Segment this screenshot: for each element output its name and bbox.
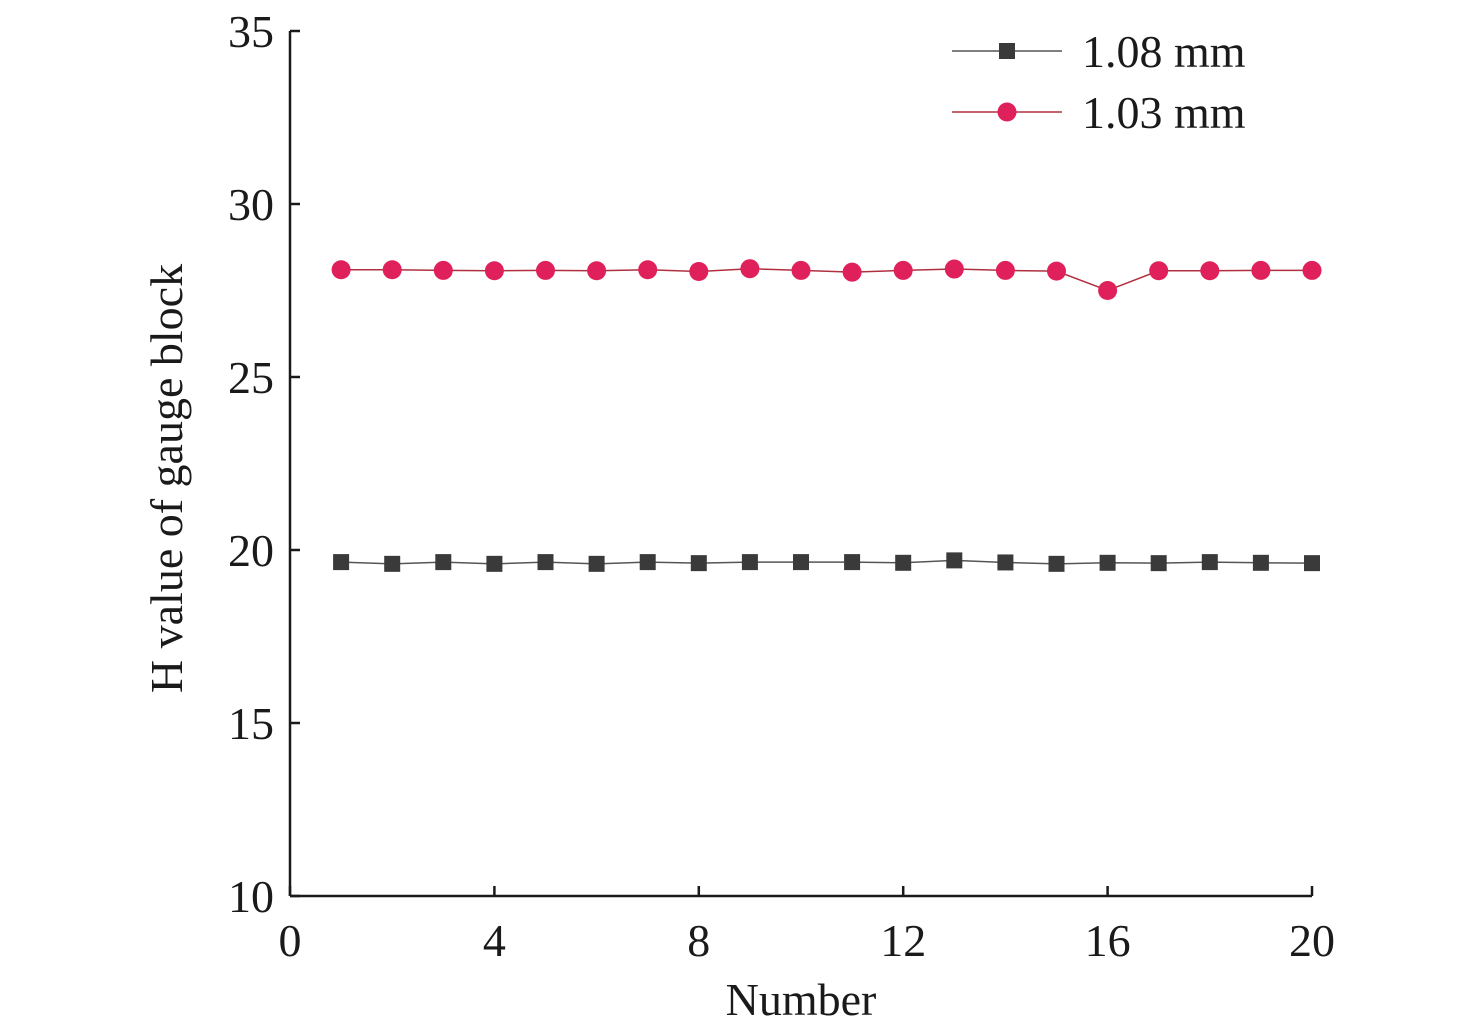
data-point-square [1150,555,1167,572]
legend-item: 1.03 mm [952,87,1246,138]
data-point-circle [382,260,402,280]
x-tick-label: 4 [483,915,506,966]
data-point-circle [995,260,1015,280]
data-point-square [537,554,554,571]
data-point-circle [740,259,760,279]
data-point-circle [587,261,607,281]
legend-label: 1.08 mm [1082,26,1246,77]
data-point-circle [1098,281,1118,300]
data-point-square [1304,555,1320,572]
data-point-square [435,554,452,571]
x-axis-title: Number [726,974,877,1025]
series-layer [331,259,1322,572]
y-ticks: 10 15 20 25 30 35 [228,6,300,922]
data-point-circle [331,260,351,280]
x-tick-label: 8 [687,915,710,966]
data-point-square [639,554,656,571]
y-tick-label: 20 [228,525,274,576]
data-point-circle [433,260,453,280]
data-point-square [1048,555,1065,572]
y-tick-label: 35 [228,6,274,57]
data-point-square [844,554,861,571]
data-point-circle [689,261,709,281]
data-point-circle [536,260,555,280]
data-point-circle [1200,261,1220,281]
x-tick-label: 12 [880,915,926,966]
data-point-circle [893,260,913,280]
data-point-square [895,554,912,571]
data-point-circle [1149,261,1169,281]
series-2 [331,259,1322,300]
legend-item: 1.08 mm [952,26,1246,77]
data-point-circle [638,260,658,280]
y-tick-label: 30 [228,179,274,230]
data-point-circle [944,259,964,279]
data-point-square [588,555,605,572]
data-point-square [333,554,350,571]
x-tick-label: 20 [1289,915,1335,966]
series-1 [333,552,1320,572]
data-point-square [486,555,503,572]
data-point-square [793,554,809,571]
data-point-square [997,554,1014,571]
legend-label: 1.03 mm [1082,87,1246,138]
y-tick-label: 10 [228,871,274,922]
data-point-circle [1047,261,1066,281]
data-point-square [946,552,963,569]
legend-marker-square [999,43,1015,59]
data-point-circle [842,262,862,282]
axes: 10 15 20 25 30 35 0 4 8 12 16 20 [228,6,1335,966]
legend-marker-circle [997,102,1017,122]
data-point-square [384,555,401,572]
data-point-square [741,554,758,571]
legend: 1.08 mm 1.03 mm [952,26,1246,138]
y-tick-label: 25 [228,352,274,403]
data-point-square [1252,554,1269,571]
y-axis-title: H value of gauge block [141,264,192,693]
data-point-circle [484,261,504,281]
data-point-square [1201,554,1218,571]
data-point-circle [791,260,811,280]
x-ticks: 0 4 8 12 16 20 [279,886,1335,966]
data-point-square [690,555,707,572]
x-tick-label: 16 [1085,915,1131,966]
data-point-circle [1251,260,1271,280]
x-tick-label: 0 [279,915,302,966]
series-line [341,559,1313,565]
y-tick-label: 15 [228,698,274,749]
data-point-circle [1302,260,1322,280]
data-point-square [1099,554,1116,571]
